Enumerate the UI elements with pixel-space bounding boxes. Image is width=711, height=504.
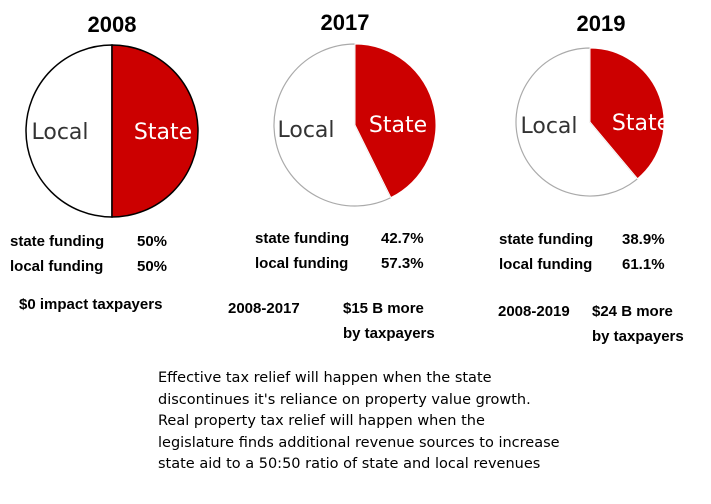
pie-slice-state-2008 [111,44,199,218]
period-2017: 2008-2017 [228,300,300,317]
state-funding-label-2008: state funding [10,233,105,250]
pie-title-2017: 2017 [321,10,370,35]
impact-line2-2019: by taxpayers [592,328,684,345]
state-funding-value-2019: 38.9% [622,231,665,248]
pie-slice-local-2019 [515,47,639,197]
period-2019: 2008-2019 [498,303,570,320]
local-funding-label-2017: local funding [255,255,349,272]
footnote: Effective tax relief will happen when th… [158,368,578,476]
pie-2008: 2008 Local State [25,12,199,218]
pie-label-state-2008: State [134,120,192,145]
footnote-line: legislature finds additional revenue sou… [158,434,560,451]
pie-title-2008: 2008 [88,12,137,37]
local-funding-value-2017: 57.3% [381,255,424,272]
pie-slice-local-2008 [25,44,113,218]
pie-2017: 2017 Local State [273,10,437,207]
pie-slice-local-2017 [273,43,392,207]
pie-slice-state-2019 [589,47,665,180]
pie-label-state-2017: State [369,113,427,138]
state-funding-label-2017: state funding [255,230,350,247]
pie-2019: 2019 Local State [515,11,670,197]
footnote-line: Real property tax relief will happen whe… [158,413,485,429]
pie-label-local-2008: Local [31,120,88,145]
pie-label-state-2019: State [612,111,670,136]
local-funding-label-2019: local funding [499,256,593,273]
footnote-line: discontinues it's reliance on property v… [158,391,531,408]
impact-line2-2017: by taxpayers [343,325,435,342]
local-funding-value-2008: 50% [137,258,168,275]
pie-label-local-2019: Local [520,114,577,139]
impact-line1-2017: $15 B more [343,300,424,317]
state-funding-label-2019: state funding [499,231,594,248]
local-funding-label-2008: local funding [10,258,104,275]
impact-line1-2019: $24 B more [592,303,673,320]
pie-title-2019: 2019 [577,11,626,36]
state-funding-value-2008: 50% [137,233,168,250]
footnote-line: state aid to a 50:50 ratio of state and … [158,456,541,472]
pie-slice-state-2017 [354,43,437,199]
footnote-line: Effective tax relief will happen when th… [158,370,492,386]
state-funding-value-2017: 42.7% [381,230,424,247]
local-funding-value-2019: 61.1% [622,256,665,273]
pie-label-local-2017: Local [277,118,334,143]
impact-text-2008: $0 impact taxpayers [19,296,163,313]
